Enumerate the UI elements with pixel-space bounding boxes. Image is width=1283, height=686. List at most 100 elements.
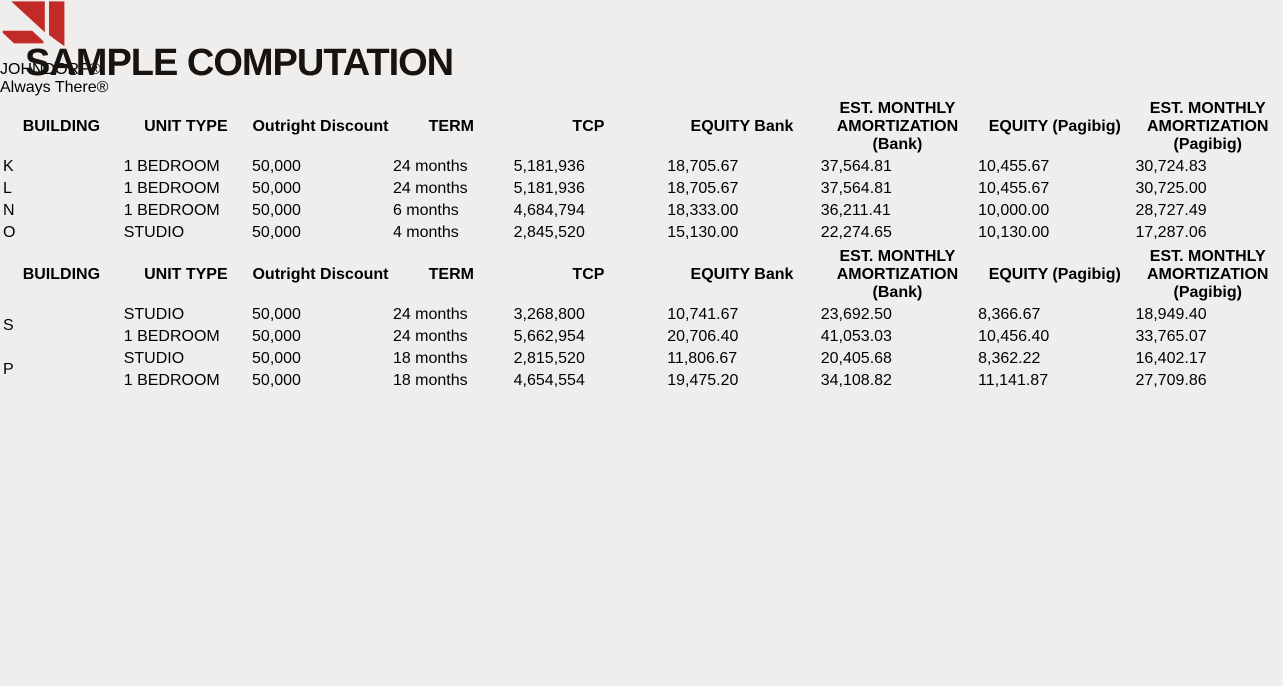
value-cell: 8,366.67 bbox=[978, 306, 1041, 323]
column-header-3: TERM bbox=[428, 266, 474, 283]
value-cell: 5,181,936 bbox=[513, 158, 585, 175]
column-header-0: BUILDING bbox=[22, 266, 101, 283]
value-cell: 1 BEDROOM bbox=[123, 202, 220, 219]
value-cell: 24 months bbox=[392, 158, 468, 175]
building-cell: L bbox=[3, 180, 12, 197]
value-cell: 24 months bbox=[392, 180, 468, 197]
value-cell: STUDIO bbox=[123, 350, 185, 367]
table-row: 1 BEDROOM 50,000 24 months 5,662,954 20,706.… bbox=[2, 327, 1281, 347]
value-cell: 50,000 bbox=[252, 224, 301, 241]
value-cell: 34,108.82 bbox=[820, 372, 892, 389]
value-cell: 18 months bbox=[392, 372, 468, 389]
value-cell: 18,333.00 bbox=[667, 202, 739, 219]
johndorf-logo: JOHNDORF® Always There® bbox=[0, 0, 1283, 97]
value-cell: STUDIO bbox=[123, 224, 185, 241]
value-cell: 50,000 bbox=[252, 372, 301, 389]
value-cell: 27,709.86 bbox=[1135, 372, 1207, 389]
column-header-6: EST. MONTHLY AMORTIZATION (Bank) bbox=[836, 100, 959, 153]
value-cell: 37,564.81 bbox=[820, 158, 892, 175]
value-cell: 1 BEDROOM bbox=[123, 180, 220, 197]
building-cell: O bbox=[3, 224, 16, 241]
table-row: O STUDIO 50,000 4 months 2,845,520 15,130.00 2… bbox=[2, 223, 1281, 243]
value-cell: 50,000 bbox=[252, 328, 301, 345]
column-header-7: EQUITY (Pagibig) bbox=[988, 118, 1121, 135]
logo-text: JOHNDORF® Always There® bbox=[0, 61, 1283, 97]
column-header-2: Outright Discount bbox=[252, 266, 389, 283]
table-row: N 1 BEDROOM 50,000 6 months 4,684,794 18,333.… bbox=[2, 201, 1281, 221]
value-cell: 37,564.81 bbox=[820, 180, 892, 197]
value-cell: 24 months bbox=[392, 328, 468, 345]
value-cell: 20,706.40 bbox=[667, 328, 739, 345]
value-cell: 2,815,520 bbox=[513, 350, 585, 367]
value-cell: 18 months bbox=[392, 350, 468, 367]
column-header-8: EST. MONTHLY AMORTIZATION (Pagibig) bbox=[1146, 100, 1269, 153]
value-cell: 10,455.67 bbox=[978, 180, 1050, 197]
column-header-5: EQUITY Bank bbox=[690, 118, 794, 135]
value-cell: 1 BEDROOM bbox=[123, 158, 220, 175]
table-row: 1 BEDROOM 50,000 18 months 4,654,554 19,475.… bbox=[2, 371, 1281, 391]
value-cell: 17,287.06 bbox=[1135, 224, 1207, 241]
value-cell: 50,000 bbox=[252, 306, 301, 323]
column-header-8: EST. MONTHLY AMORTIZATION (Pagibig) bbox=[1146, 248, 1269, 301]
value-cell: 10,130.00 bbox=[978, 224, 1050, 241]
value-cell: 8,362.22 bbox=[978, 350, 1041, 367]
value-cell: 11,806.67 bbox=[667, 350, 738, 367]
computation-table-2: BUILDING UNIT TYPE Outright Discount TERM TC… bbox=[0, 245, 1283, 393]
column-header-1: UNIT TYPE bbox=[144, 118, 228, 135]
column-header-4: TCP bbox=[572, 266, 605, 283]
value-cell: 2,845,520 bbox=[513, 224, 585, 241]
value-cell: STUDIO bbox=[123, 306, 185, 323]
table-row: L 1 BEDROOM 50,000 24 months 5,181,936 18,705… bbox=[2, 179, 1281, 199]
brand-tagline: Always There® bbox=[0, 79, 109, 96]
value-cell: 15,130.00 bbox=[667, 224, 739, 241]
value-cell: 5,181,936 bbox=[513, 180, 585, 197]
brand-name: JOHNDORF® bbox=[0, 61, 101, 78]
value-cell: 5,662,954 bbox=[513, 328, 585, 345]
column-header-1: UNIT TYPE bbox=[144, 266, 228, 283]
column-header-6: EST. MONTHLY AMORTIZATION (Bank) bbox=[836, 248, 959, 301]
computation-table-1: BUILDING UNIT TYPE Outright Discount TERM TC… bbox=[0, 97, 1283, 245]
value-cell: 28,727.49 bbox=[1135, 202, 1207, 219]
value-cell: 33,765.07 bbox=[1135, 328, 1207, 345]
value-cell: 18,705.67 bbox=[667, 158, 739, 175]
building-cell: P bbox=[3, 361, 14, 378]
value-cell: 1 BEDROOM bbox=[123, 328, 220, 345]
column-header-0: BUILDING bbox=[22, 118, 101, 135]
value-cell: 4,654,554 bbox=[513, 372, 585, 389]
building-cell: N bbox=[3, 202, 15, 219]
table-row: K 1 BEDROOM 50,000 24 months 5,181,936 18,705… bbox=[2, 157, 1281, 177]
value-cell: 18,705.67 bbox=[667, 180, 739, 197]
value-cell: 18,949.40 bbox=[1135, 306, 1207, 323]
value-cell: 6 months bbox=[392, 202, 459, 219]
page-title: SAMPLE COMPUTATION bbox=[25, 42, 454, 84]
building-cell: K bbox=[3, 158, 14, 175]
value-cell: 50,000 bbox=[252, 202, 301, 219]
table-row: S STUDIO 50,000 24 months 3,268,800 10,741.67… bbox=[2, 305, 1281, 334]
value-cell: 1 BEDROOM bbox=[123, 372, 220, 389]
header-row: BUILDING UNIT TYPE Outright Discount TERM TC… bbox=[2, 99, 1281, 155]
column-header-7: EQUITY (Pagibig) bbox=[988, 266, 1121, 283]
value-cell: 4 months bbox=[392, 224, 459, 241]
johndorf-arrow-icon bbox=[2, 1, 65, 47]
column-header-2: Outright Discount bbox=[252, 118, 389, 135]
value-cell: 30,724.83 bbox=[1135, 158, 1207, 175]
value-cell: 10,000.00 bbox=[978, 202, 1050, 219]
column-header-5: EQUITY Bank bbox=[690, 266, 794, 283]
value-cell: 36,211.41 bbox=[820, 202, 891, 219]
value-cell: 19,475.20 bbox=[667, 372, 739, 389]
table-row: P STUDIO 50,000 18 months 2,815,520 11,806.67… bbox=[2, 349, 1281, 378]
header-row: BUILDING UNIT TYPE Outright Discount TERM TC… bbox=[2, 247, 1281, 303]
value-cell: 50,000 bbox=[252, 158, 301, 175]
value-cell: 4,684,794 bbox=[513, 202, 585, 219]
value-cell: 11,141.87 bbox=[978, 372, 1049, 389]
value-cell: 22,274.65 bbox=[820, 224, 892, 241]
registered-mark: ® bbox=[88, 61, 101, 78]
value-cell: 10,456.40 bbox=[978, 328, 1050, 345]
value-cell: 24 months bbox=[392, 306, 468, 323]
value-cell: 23,692.50 bbox=[820, 306, 892, 323]
column-header-3: TERM bbox=[428, 118, 474, 135]
value-cell: 10,741.67 bbox=[667, 306, 739, 323]
value-cell: 41,053.03 bbox=[820, 328, 892, 345]
column-header-4: TCP bbox=[572, 118, 605, 135]
